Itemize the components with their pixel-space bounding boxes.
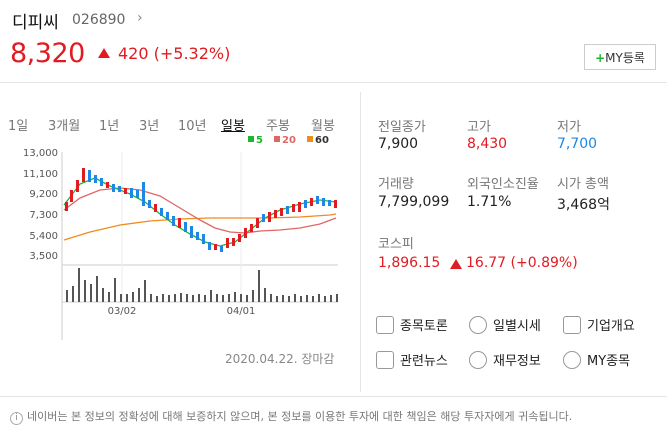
- tab-daily[interactable]: 일봉: [221, 119, 245, 134]
- price-change: 420 (+5.32%): [118, 44, 231, 63]
- my-register-label: MY등록: [605, 51, 645, 65]
- tab-3y[interactable]: 3년: [139, 119, 160, 134]
- low-label: 저가: [557, 120, 581, 135]
- ma5-line: [63, 177, 337, 247]
- tab-10y[interactable]: 10년: [178, 119, 207, 134]
- legend-ma20-swatch: [274, 136, 280, 142]
- menu-forum-label: 종목토론: [400, 319, 448, 334]
- list-icon: [563, 315, 581, 334]
- menu-news[interactable]: 관련뉴스: [376, 350, 448, 369]
- legend-ma60-swatch: [307, 136, 313, 142]
- stock-code[interactable]: 026890: [72, 12, 126, 28]
- legend-ma20: 20: [282, 135, 296, 146]
- stock-chart[interactable]: 5 20 60 13,000 11,100 9,200 7,300 5,400 …: [0, 130, 345, 340]
- my-register-button[interactable]: +MY등록: [584, 44, 656, 70]
- menu-company-label: 기업개요: [587, 319, 635, 334]
- y-tick-1: 11,100: [23, 169, 58, 180]
- news-icon: [376, 350, 394, 369]
- menu-my-stocks[interactable]: MY종목: [563, 350, 630, 369]
- vertical-divider: [360, 92, 361, 392]
- prev-close-label: 전일종가: [378, 120, 426, 135]
- info-icon: i: [10, 412, 23, 425]
- tab-weekly[interactable]: 주봉: [266, 119, 290, 134]
- ma60-line: [63, 213, 337, 241]
- up-triangle-icon: [98, 48, 110, 58]
- market-date: 2020.04.22. 장마감: [225, 352, 335, 366]
- y-tick-5: 3,500: [29, 251, 58, 262]
- high-value: 8,430: [467, 136, 508, 152]
- x-tick-0302: 03/02: [108, 306, 137, 317]
- kospi-up-triangle-icon: [450, 259, 462, 269]
- menu-daily-label: 일별시세: [493, 319, 541, 334]
- low-value: 7,700: [557, 136, 598, 152]
- legend-ma5: 5: [256, 135, 263, 146]
- current-price: 8,320: [10, 38, 85, 69]
- tab-1d[interactable]: 1일: [8, 119, 29, 134]
- disclaimer-text: 네이버는 본 정보의 정확성에 대해 보증하지 않으며, 본 정보를 이용한 투…: [27, 410, 573, 423]
- legend-ma60: 60: [315, 135, 329, 146]
- chart-doc-icon: [376, 315, 394, 334]
- menu-company[interactable]: 기업개요: [563, 315, 635, 334]
- y-tick-0: 13,000: [23, 148, 58, 159]
- menu-forum[interactable]: 종목토론: [376, 315, 448, 334]
- market-cap-label: 시가 총액: [557, 177, 609, 192]
- menu-finance-label: 재무정보: [493, 354, 541, 369]
- menu-my-label: MY종목: [587, 354, 631, 369]
- volume-value: 7,799,099: [378, 194, 450, 210]
- y-tick-4: 5,400: [29, 231, 58, 242]
- period-tabs: 1일 3개월 1년 3년 10년 일봉 주봉 월봉: [8, 115, 348, 135]
- chevron-right-icon[interactable]: ›: [137, 10, 143, 26]
- divider: [0, 82, 667, 83]
- kospi-value: 1,896.15: [378, 255, 441, 271]
- kospi-change: 16.77 (+0.89%): [466, 255, 578, 271]
- divider: [0, 396, 667, 397]
- ma20-line: [63, 187, 337, 234]
- user-icon: [563, 350, 581, 369]
- stock-name[interactable]: 디피씨: [12, 13, 59, 33]
- tab-3m[interactable]: 3개월: [48, 119, 81, 134]
- plus-icon: +: [595, 51, 606, 65]
- disclaimer: i 네이버는 본 정보의 정확성에 대해 보증하지 않으며, 본 정보를 이용한 …: [10, 408, 572, 425]
- high-label: 고가: [467, 120, 491, 135]
- volume-bars: [66, 268, 338, 302]
- volume-label: 거래량: [378, 177, 414, 192]
- pie-icon: [469, 350, 487, 369]
- kospi-label: 코스피: [378, 237, 414, 252]
- trend-icon: [469, 315, 487, 334]
- prev-close-value: 7,900: [378, 136, 419, 152]
- tab-1y[interactable]: 1년: [99, 119, 120, 134]
- menu-news-label: 관련뉴스: [400, 354, 448, 369]
- market-cap-value: 3,468억: [557, 197, 610, 213]
- foreign-ratio-label: 외국인소진율: [467, 177, 539, 192]
- y-tick-3: 7,300: [29, 210, 58, 221]
- x-tick-0401: 04/01: [227, 306, 256, 317]
- menu-daily-price[interactable]: 일별시세: [469, 315, 541, 334]
- foreign-ratio-value: 1.71%: [467, 194, 512, 210]
- legend-ma5-swatch: [248, 136, 254, 142]
- candles: [65, 168, 337, 252]
- tab-monthly[interactable]: 월봉: [311, 119, 335, 134]
- menu-finance[interactable]: 재무정보: [469, 350, 541, 369]
- y-tick-2: 9,200: [29, 189, 58, 200]
